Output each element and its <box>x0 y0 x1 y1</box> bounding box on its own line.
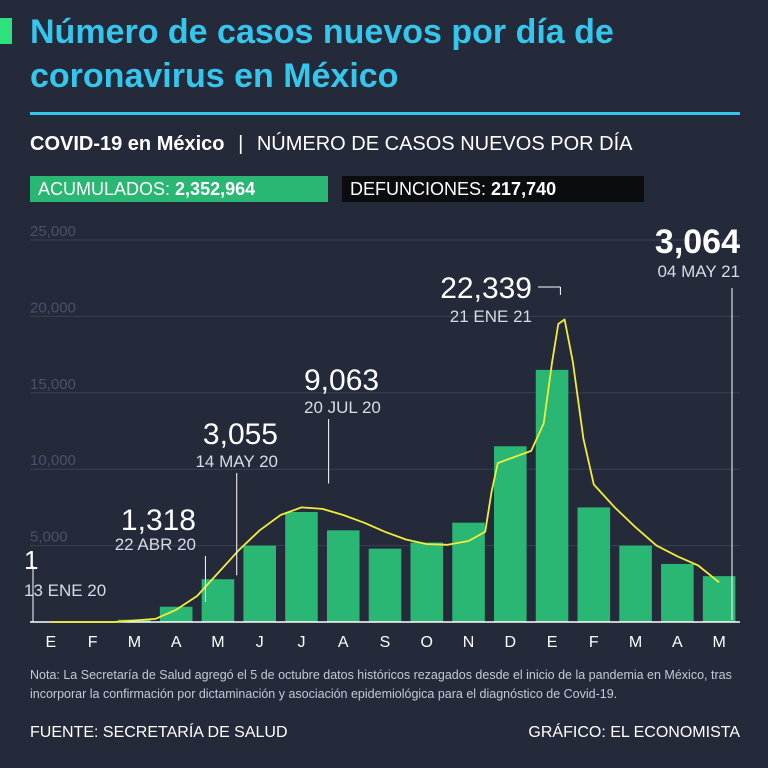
x-tick-label: D <box>505 634 517 651</box>
accumulated-value: 2,352,964 <box>175 179 256 199</box>
bar <box>577 507 611 622</box>
page-title: Número de casos nuevos por día de corona… <box>30 13 614 95</box>
chart-subtitle: COVID-19 en México | NÚMERO DE CASOS NUE… <box>30 133 632 156</box>
annotation-value: 1 <box>24 545 38 575</box>
bar <box>702 576 736 622</box>
annotation: 1 13 ENE 20 <box>24 545 106 622</box>
y-tick-label: 25,000 <box>30 223 76 240</box>
x-tick-label: A <box>672 634 683 651</box>
x-tick-label: S <box>380 634 391 651</box>
y-tick-label: 20,000 <box>30 299 76 316</box>
bars <box>118 369 736 622</box>
footer-note: Nota: La Secretaría de Salud agregó el 5… <box>30 668 732 701</box>
subtitle-separator: | <box>238 133 244 155</box>
accent-bar <box>0 18 12 44</box>
bar <box>619 545 652 622</box>
subtitle-rest: NÚMERO DE CASOS NUEVOS POR DÍA <box>256 133 633 155</box>
annotation-date: 13 ENE 20 <box>24 581 106 600</box>
title-divider <box>30 112 740 115</box>
deaths-value: 217,740 <box>491 179 557 199</box>
bar <box>285 511 318 622</box>
accumulated-badge: ACUMULADOS: 2,352,964 <box>30 176 328 202</box>
x-tick-label: E <box>547 634 558 651</box>
bar <box>326 530 360 622</box>
gridlines: 25,000 20,000 15,000 10,000 5,000 <box>30 223 740 547</box>
x-tick-label: N <box>463 634 475 651</box>
x-tick-label: M <box>629 634 642 651</box>
annotation-date: 21 ENE 21 <box>450 307 532 326</box>
x-tick-label: M <box>128 634 141 651</box>
subtitle-strong: COVID-19 en México <box>30 133 225 155</box>
x-tick-label: M <box>712 634 725 651</box>
annotation-value: 3,055 <box>203 418 278 451</box>
bar <box>661 563 694 622</box>
trend-line <box>50 318 720 623</box>
bar <box>452 522 485 622</box>
annotation-value: 1,318 <box>121 504 196 537</box>
deaths-badge: DEFUNCIONES: 217,740 <box>342 176 644 202</box>
x-tick-label: E <box>46 634 57 651</box>
x-tick-label: A <box>171 634 182 651</box>
y-tick-label: 10,000 <box>30 452 76 469</box>
annotation-date: 04 MAY 21 <box>657 262 740 281</box>
x-tick-label: A <box>338 634 349 651</box>
source-text: FUENTE: SECRETARÍA DE SALUD <box>30 724 288 741</box>
x-tick-label: F <box>88 634 98 651</box>
annotation: 22,339 21 ENE 21 <box>440 272 561 326</box>
annotation-value: 22,339 <box>440 272 532 305</box>
y-tick-label: 5,000 <box>30 529 68 546</box>
bar <box>410 542 444 622</box>
deaths-label: DEFUNCIONES: <box>350 179 487 199</box>
bar <box>494 446 527 622</box>
x-tick-label: F <box>589 634 599 651</box>
x-tick-label: J <box>256 634 264 651</box>
accumulated-label: ACUMULADOS: <box>38 179 171 199</box>
bar <box>368 548 402 622</box>
y-tick-label: 15,000 <box>30 376 76 393</box>
bar <box>159 606 193 622</box>
bar <box>535 369 569 622</box>
annotation-value: 3,064 <box>655 223 740 261</box>
annotation-date: 22 ABR 20 <box>115 535 196 554</box>
bar <box>243 545 276 622</box>
x-tick-label: J <box>297 634 305 651</box>
annotation-date: 14 MAY 20 <box>195 452 278 471</box>
x-tick-label: M <box>211 634 224 651</box>
credit-text: GRÁFICO: EL ECONOMISTA <box>528 724 740 741</box>
x-tick-label: O <box>421 634 433 651</box>
annotation-value: 9,063 <box>304 364 379 397</box>
annotation-date: 20 JUL 20 <box>304 398 381 417</box>
